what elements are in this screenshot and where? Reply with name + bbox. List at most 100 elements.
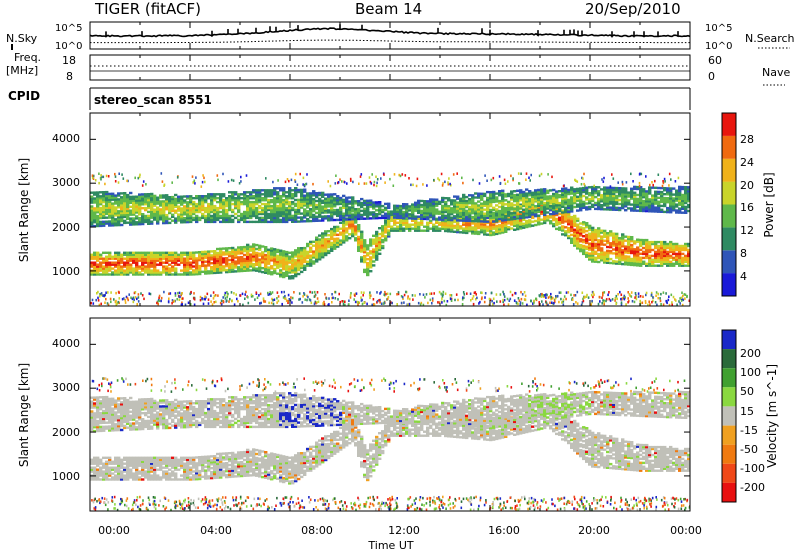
power-cell bbox=[573, 188, 577, 191]
power-cell bbox=[591, 250, 595, 253]
power-noise bbox=[422, 303, 425, 306]
power-cell bbox=[393, 219, 397, 222]
power-noise bbox=[376, 178, 379, 181]
power-cell bbox=[249, 265, 253, 268]
power-cell bbox=[363, 203, 367, 207]
power-cell bbox=[300, 192, 304, 195]
power-cell bbox=[330, 247, 334, 251]
power-cell bbox=[306, 214, 310, 217]
power-cell bbox=[336, 233, 340, 236]
power-cell bbox=[627, 195, 631, 198]
power-cell bbox=[633, 185, 637, 189]
power-cell bbox=[327, 219, 331, 222]
power-cell bbox=[462, 217, 466, 220]
power-noise bbox=[291, 296, 294, 300]
power-cell bbox=[240, 216, 244, 220]
power-cell bbox=[378, 203, 382, 206]
power-cell bbox=[510, 223, 514, 226]
power-cell bbox=[549, 205, 553, 208]
power-cell bbox=[195, 273, 199, 276]
power-cell bbox=[318, 215, 322, 218]
power-cell bbox=[285, 258, 289, 262]
power-cell bbox=[534, 212, 538, 216]
power-cell bbox=[579, 201, 583, 204]
power-cell bbox=[108, 263, 112, 266]
power-cell bbox=[243, 218, 247, 222]
power-cell bbox=[159, 212, 163, 215]
power-cell bbox=[510, 202, 514, 205]
power-noise bbox=[298, 298, 300, 301]
power-cell bbox=[324, 234, 328, 237]
power-cell bbox=[249, 261, 253, 264]
power-cell bbox=[669, 207, 673, 210]
power-cell bbox=[201, 200, 205, 204]
power-noise bbox=[456, 172, 458, 175]
power-cell bbox=[108, 214, 112, 217]
power-cell bbox=[189, 273, 193, 276]
power-noise bbox=[288, 298, 291, 301]
power-cell bbox=[123, 209, 127, 213]
power-cell bbox=[363, 245, 367, 248]
power-cell bbox=[348, 202, 352, 205]
power-cell bbox=[222, 220, 226, 224]
power-noise bbox=[629, 294, 631, 297]
power-cell bbox=[150, 220, 154, 223]
power-cell bbox=[567, 198, 571, 202]
power-cell bbox=[648, 186, 652, 189]
power-cell bbox=[654, 254, 658, 258]
power-cell bbox=[651, 262, 655, 265]
power-cell bbox=[279, 259, 283, 262]
power-noise bbox=[461, 303, 464, 306]
power-cell bbox=[483, 212, 487, 215]
power-cell bbox=[135, 217, 139, 220]
power-cell bbox=[288, 204, 292, 208]
power-cell bbox=[477, 226, 481, 230]
power-cell bbox=[96, 220, 100, 224]
power-cell bbox=[291, 251, 295, 254]
power-cell bbox=[627, 239, 631, 243]
power-cell bbox=[549, 202, 553, 205]
power-cell bbox=[237, 270, 241, 273]
power-cell bbox=[555, 210, 559, 213]
power-cell bbox=[591, 248, 595, 251]
power-cell bbox=[630, 207, 634, 210]
power-cell bbox=[477, 210, 481, 213]
power-cell bbox=[513, 190, 517, 193]
power-cell bbox=[234, 197, 238, 200]
power-cell bbox=[156, 273, 160, 276]
power-cell bbox=[267, 216, 271, 220]
power-cell bbox=[399, 216, 403, 220]
power-cell bbox=[309, 198, 313, 201]
power-cell bbox=[276, 264, 280, 267]
power-cell bbox=[336, 241, 340, 244]
power-cell bbox=[435, 219, 439, 222]
power-cell bbox=[291, 257, 295, 260]
power-cell bbox=[285, 252, 289, 256]
power-cell bbox=[333, 245, 337, 248]
power-cell bbox=[552, 196, 556, 200]
power-cell bbox=[174, 269, 178, 272]
power-cell bbox=[423, 209, 427, 213]
power-cell bbox=[336, 243, 340, 246]
power-cell bbox=[327, 230, 331, 233]
power-cell bbox=[621, 245, 625, 248]
power-cell bbox=[165, 221, 169, 225]
power-cell bbox=[252, 267, 256, 270]
power-cell bbox=[102, 257, 106, 260]
power-cell bbox=[498, 232, 502, 235]
power-cell bbox=[201, 208, 205, 212]
power-cell bbox=[183, 211, 187, 214]
power-noise bbox=[469, 292, 472, 295]
power-cell bbox=[198, 266, 202, 270]
power-noise bbox=[503, 295, 506, 298]
power-cell bbox=[531, 191, 535, 194]
power-cell bbox=[285, 270, 289, 273]
power-cell bbox=[126, 273, 130, 276]
power-cell bbox=[144, 201, 148, 204]
power-cell bbox=[117, 202, 121, 205]
power-cell bbox=[153, 263, 157, 266]
power-cell bbox=[660, 196, 664, 200]
power-cell bbox=[510, 204, 514, 207]
power-noise bbox=[370, 182, 373, 185]
power-cell bbox=[297, 249, 301, 252]
